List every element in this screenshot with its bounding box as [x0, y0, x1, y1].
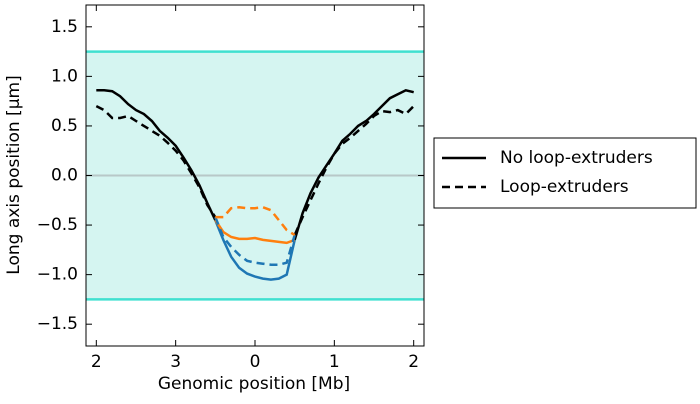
series-line	[96, 88, 414, 241]
y-axis-label: Long axis position [μm]	[4, 75, 24, 274]
y-tick-label: −1.5	[37, 314, 78, 334]
y-tick-label: 0.5	[51, 116, 78, 136]
y-tick-label: −1.0	[37, 265, 78, 285]
series-line	[214, 216, 296, 266]
legend-label: Loop-extruders	[500, 177, 629, 197]
x-axis-label: Genomic position [Mb]	[158, 374, 350, 394]
y-tick-label: 1.0	[51, 66, 78, 86]
series-line	[95, 104, 415, 236]
y-tick-label: 1.5	[51, 17, 78, 37]
x-tick-label: 3	[170, 352, 181, 372]
x-tick-label: 2	[408, 352, 419, 372]
y-tick-label: −0.5	[37, 215, 78, 235]
y-tick-label: 0.0	[51, 166, 78, 186]
legend-box	[433, 137, 697, 209]
legend-label: No loop-extruders	[500, 148, 653, 168]
x-tick-label: 2	[91, 352, 102, 372]
x-tick-label: 0	[250, 352, 261, 372]
series-line	[214, 219, 296, 245]
series-line	[215, 205, 296, 237]
x-tick-label: 1	[329, 352, 340, 372]
series-line	[214, 219, 296, 281]
